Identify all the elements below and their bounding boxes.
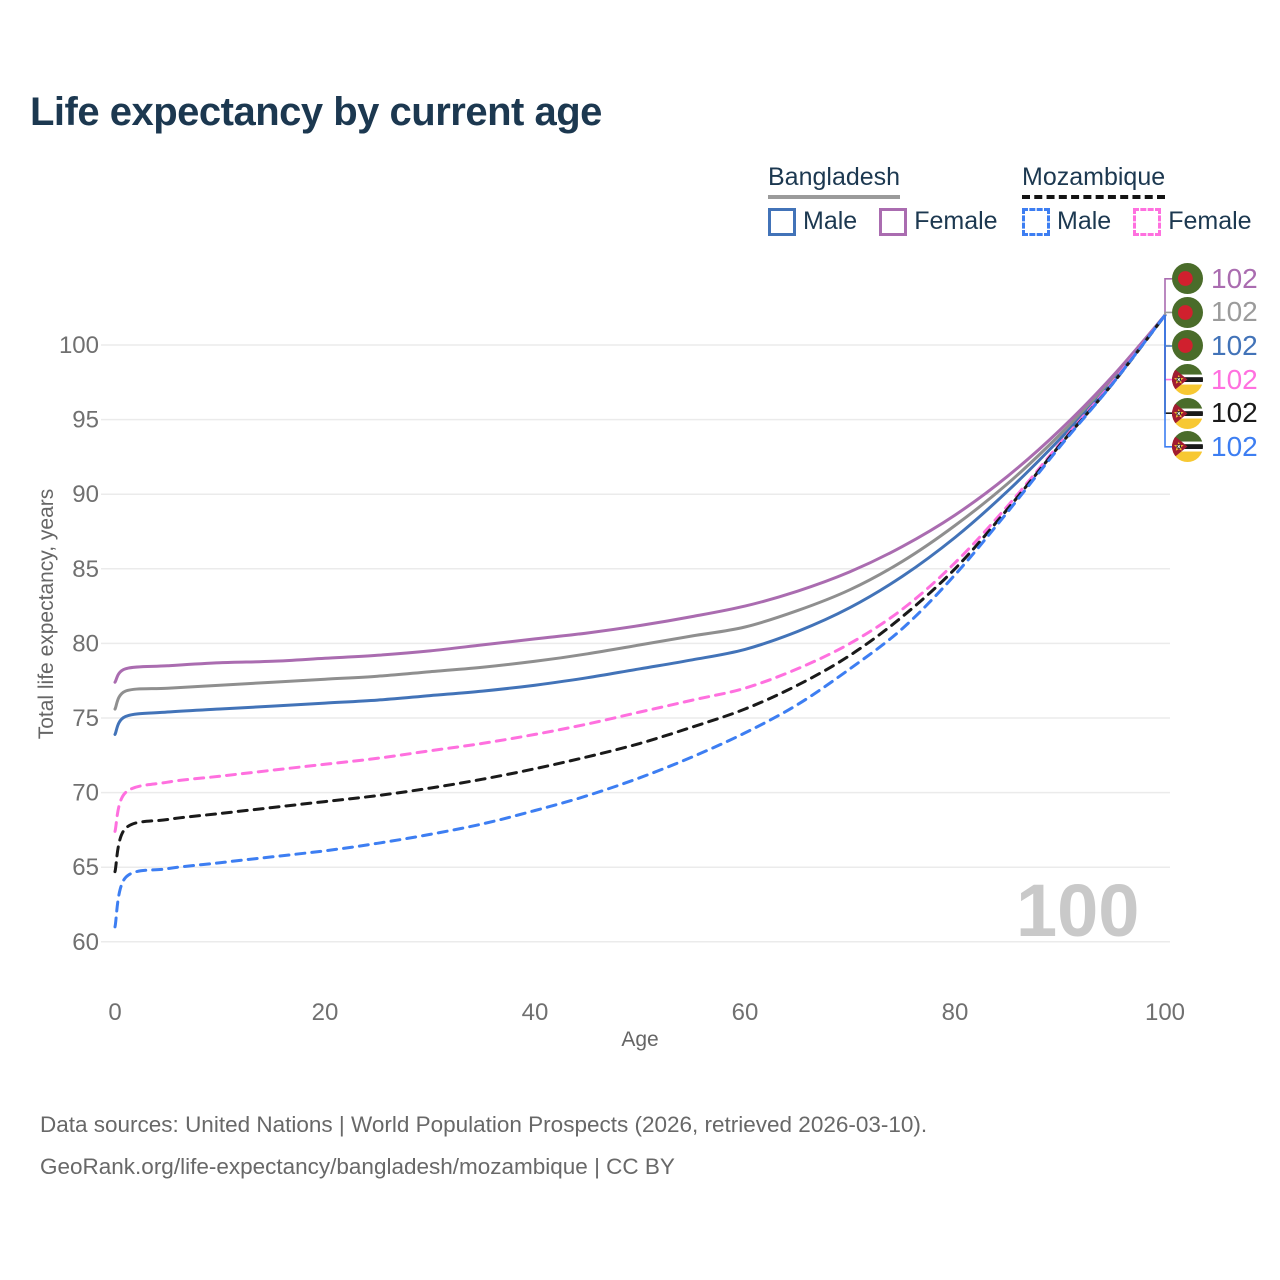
end-label-connector <box>1164 311 1172 316</box>
x-tick-label: 0 <box>108 999 121 1026</box>
legend-label-bangladesh-female: Female <box>914 207 998 235</box>
legend-item-mozambique-female[interactable]: Female <box>1133 207 1252 236</box>
legend-item-bangladesh-male[interactable]: Male <box>768 207 857 236</box>
mozambique-flag-icon <box>1172 397 1203 429</box>
end-value-label: 102 <box>1211 262 1258 294</box>
end-value-label: 102 <box>1211 363 1258 395</box>
end-label-connector <box>1164 278 1172 316</box>
legend-swatch-bangladesh-male <box>768 207 796 236</box>
end-label-row: 102 <box>1172 296 1258 330</box>
y-tick-label: 75 <box>72 705 99 732</box>
end-label-row: 102 <box>1172 363 1258 397</box>
legend-swatch-mozambique-female <box>1133 207 1162 236</box>
end-value-label: 102 <box>1211 397 1258 429</box>
x-axis-title: Age <box>621 1028 659 1051</box>
attribution-line: GeoRank.org/life-expectancy/bangladesh/m… <box>40 1153 675 1179</box>
mozambique-flag-icon <box>1172 431 1203 463</box>
end-label-row: 102 <box>1172 396 1258 430</box>
end-value-label: 102 <box>1211 296 1258 328</box>
series-line-bangladesh-both-sexes <box>113 313 1167 711</box>
end-label-connector <box>1164 315 1172 381</box>
x-tick-label: 100 <box>1145 999 1185 1026</box>
legend-label-mozambique-female: Female <box>1168 207 1252 235</box>
series-line-mozambique-both-sexes <box>113 313 1167 874</box>
legend-item-bangladesh-female[interactable]: Female <box>879 207 998 236</box>
bangladesh-flag-icon <box>1172 330 1203 362</box>
data-sources-line: Data sources: United Nations | World Pop… <box>40 1112 928 1137</box>
legend-group-bangladesh: Bangladesh Male Female <box>768 163 998 236</box>
end-label-row: 102 <box>1172 430 1258 464</box>
end-label-connector <box>1164 315 1172 347</box>
series-line-mozambique-female <box>113 313 1167 833</box>
footer: Data sources: United Nations | World Pop… <box>40 1104 927 1187</box>
legend-label-mozambique-male: Male <box>1057 207 1112 235</box>
legend-group-mozambique: Mozambique Male Female <box>1022 163 1252 236</box>
y-tick-label: 85 <box>72 556 99 583</box>
end-label-row: 102 <box>1172 262 1258 296</box>
x-tick-label: 40 <box>522 999 549 1026</box>
age-counter-watermark: 100 <box>1016 869 1140 952</box>
x-tick-label: 20 <box>312 999 339 1026</box>
end-label-row: 102 <box>1172 329 1258 363</box>
series-line-bangladesh-male <box>113 313 1167 736</box>
y-tick-label: 60 <box>72 929 99 956</box>
legend-swatch-bangladesh-female <box>879 207 908 236</box>
end-value-label: 102 <box>1211 430 1258 462</box>
series-line-bangladesh-female <box>113 313 1167 684</box>
legend-swatch-mozambique-male <box>1022 207 1050 236</box>
legend-label-bangladesh-male: Male <box>803 207 858 235</box>
y-tick-label: 100 <box>59 332 99 359</box>
legend-country-mozambique[interactable]: Mozambique <box>1022 163 1166 199</box>
end-label-column: 102 102 102 <box>1172 262 1258 464</box>
end-value-label: 102 <box>1211 329 1258 361</box>
y-tick-label: 80 <box>72 630 99 657</box>
x-tick-label: 80 <box>942 999 969 1026</box>
bangladesh-flag-icon <box>1172 263 1203 295</box>
mozambique-flag-icon <box>1172 364 1203 396</box>
end-label-connector <box>1164 315 1172 414</box>
legend-country-bangladesh[interactable]: Bangladesh <box>768 163 901 199</box>
x-tick-label: 60 <box>732 999 759 1026</box>
legend-item-mozambique-male[interactable]: Male <box>1022 207 1111 236</box>
end-label-connector <box>1164 315 1172 448</box>
series-line-mozambique-male <box>113 313 1167 929</box>
y-tick-label: 90 <box>72 481 99 508</box>
page-title: Life expectancy by current age <box>30 90 602 134</box>
bangladesh-flag-icon <box>1172 296 1203 328</box>
y-tick-label: 95 <box>72 407 99 434</box>
y-tick-label: 70 <box>72 780 99 807</box>
y-tick-label: 65 <box>72 854 99 881</box>
